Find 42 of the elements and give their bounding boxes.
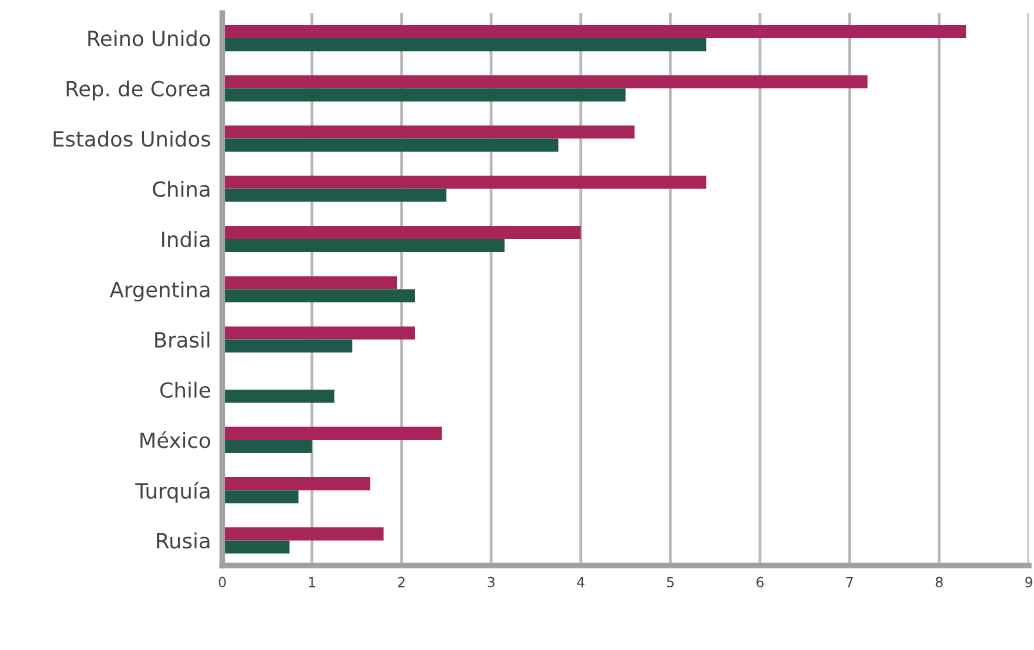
bar (222, 276, 398, 290)
bar (222, 339, 353, 353)
x-tick-label: 7 (846, 577, 853, 588)
y-tick-label: Brasil (155, 331, 210, 348)
bar (222, 138, 559, 152)
y-tick-label: Argentina (109, 281, 210, 302)
bar (222, 125, 635, 139)
y-tick-label: Reino Unido (88, 30, 211, 47)
x-tick-label: 0 (218, 576, 226, 588)
bar (222, 490, 299, 504)
x-tick-label: 9 (1025, 576, 1033, 588)
x-tick-label: 2 (398, 576, 405, 588)
y-tick-label: India (162, 231, 210, 248)
y-tick-label: Turquía (135, 481, 210, 503)
x-tick-label: 1 (309, 577, 316, 588)
bar (222, 426, 442, 440)
bar (222, 389, 335, 403)
x-tick-label: 5 (667, 577, 674, 588)
bar (222, 25, 967, 39)
bar (222, 477, 371, 491)
bar (222, 527, 384, 541)
x-tick-label: 3 (487, 576, 495, 588)
y-tick-label: México (140, 431, 211, 449)
x-tick-label: 6 (756, 576, 764, 588)
y-tick-label: Rep. de Corea (66, 80, 210, 101)
bar (222, 239, 505, 253)
bar (222, 439, 312, 453)
x-tick-label: 8 (935, 576, 943, 588)
x-tick-label: 4 (577, 577, 585, 588)
y-tick-label: Rusia (157, 532, 210, 549)
bar (222, 75, 868, 89)
y-tick-label: China (152, 180, 210, 198)
bar (222, 38, 707, 52)
y-tick-label: Chile (160, 381, 211, 398)
bar (222, 326, 415, 340)
bar (222, 175, 707, 189)
y-tick-label: Estados Unidos (53, 130, 211, 147)
bar (222, 225, 581, 240)
bar (222, 88, 626, 102)
bar (222, 188, 447, 202)
bar (222, 289, 415, 303)
bar (222, 540, 290, 554)
